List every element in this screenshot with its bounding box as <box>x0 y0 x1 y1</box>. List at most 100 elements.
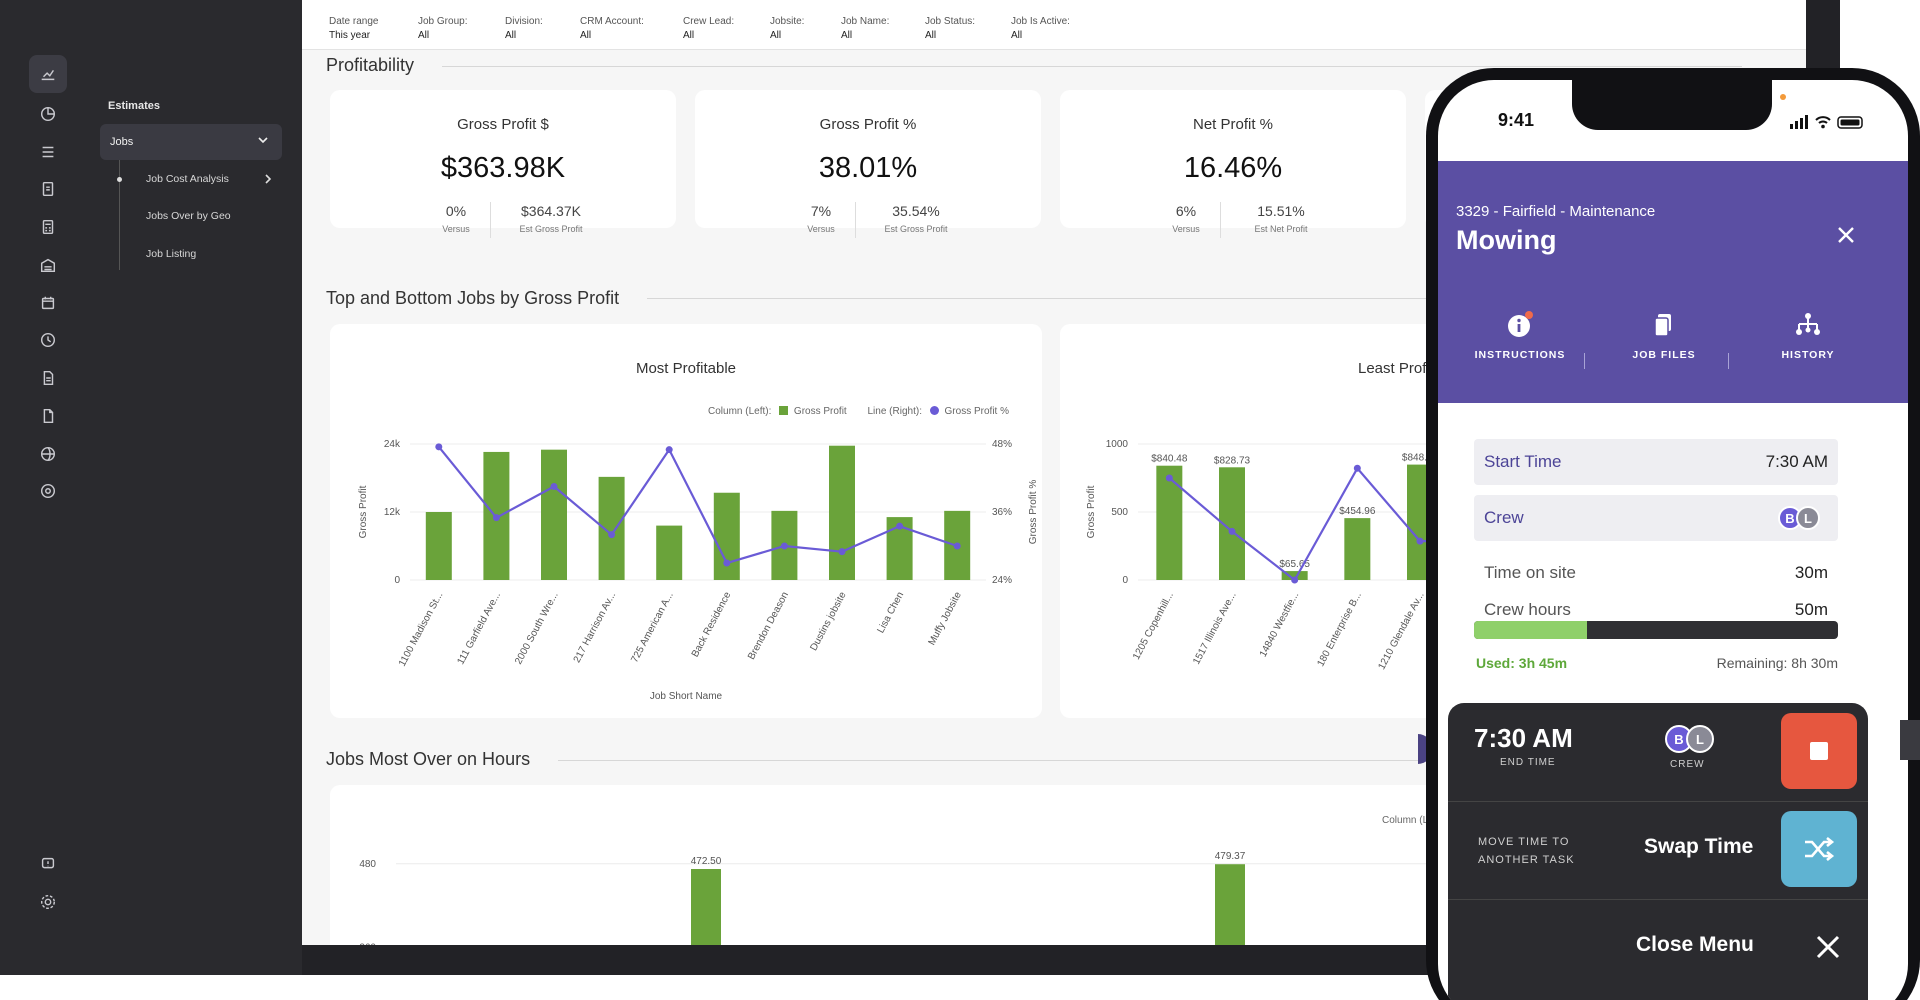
y-tick-label: 480 <box>359 859 376 870</box>
y2-tick-label: 48% <box>992 439 1012 450</box>
hours-progress-fill <box>1474 621 1587 639</box>
close-menu-icon[interactable] <box>1810 929 1846 965</box>
x-tick-label: 180 Enterprise B... <box>1315 590 1364 668</box>
stop-button[interactable] <box>1781 713 1857 789</box>
nav-sub-job-cost-analysis[interactable]: Job Cost Analysis <box>146 173 229 185</box>
kpi-label: Net Profit % <box>1192 116 1274 133</box>
y-tick-label: 500 <box>1111 507 1128 518</box>
section-title-top-bottom-jobs: Top and Bottom Jobs by Gross Profit <box>326 288 620 308</box>
bar-data-label: $840.48 <box>1151 454 1188 465</box>
nav-sub-job-listing[interactable]: Job Listing <box>146 248 197 260</box>
invoice-icon[interactable] <box>36 366 60 390</box>
menu-crew-avatar-l: L <box>1686 725 1714 753</box>
nav-sub-jobs-over-by-geo[interactable]: Jobs Over by Geo <box>146 210 231 222</box>
kpi-label: Gross Profit % <box>819 116 917 133</box>
tab-history[interactable]: HISTORY <box>1748 311 1868 361</box>
filter-label: Jobsite: <box>770 16 805 27</box>
close-icon <box>1838 227 1854 243</box>
series-line <box>437 446 958 565</box>
tab-divider <box>1584 353 1585 369</box>
kpi-divider <box>1220 202 1221 238</box>
swap-time-button[interactable] <box>1781 811 1857 887</box>
y-tick-label: 360 <box>359 942 376 945</box>
crew-avatar-l: L <box>1796 506 1820 530</box>
close-job-button[interactable] <box>1826 215 1866 255</box>
filter-division[interactable]: Division: All <box>505 16 543 41</box>
filter-job-group[interactable]: Job Group: All <box>418 16 467 41</box>
kpi-versus-label: Versus <box>1172 224 1200 234</box>
remaining-hours: Remaining: 8h 30m <box>1716 655 1838 671</box>
filter-label: CRM Account: <box>580 16 644 27</box>
pie-chart-icon[interactable] <box>36 102 60 126</box>
x-tick-label: Brendon Deason <box>746 590 791 661</box>
tab-job-files[interactable]: JOB FILES <box>1604 311 1724 361</box>
time-on-site-value: 30m <box>1794 563 1828 582</box>
filter-jobsite[interactable]: Jobsite: All <box>770 16 804 41</box>
shuffle-icon <box>1805 836 1835 862</box>
icon-rail <box>0 0 96 975</box>
feedback-icon[interactable] <box>36 852 60 876</box>
start-time-row[interactable]: Start Time 7:30 AM <box>1474 439 1838 485</box>
x-tick-label: 1517 Illinois Ave... <box>1191 590 1238 666</box>
mobile-screen: 9:41 3329 - Fairfield - Maintenance Mowi… <box>1438 80 1908 1000</box>
filter-value: This year <box>329 30 371 41</box>
line-point <box>838 548 846 556</box>
chart-card-most-profitable: Most Profitable Column (Left): Gross Pro… <box>330 324 1042 718</box>
chart-title: Least Profi <box>1358 360 1430 377</box>
y-tick-label: 12k <box>384 507 401 518</box>
filter-crew-lead[interactable]: Crew Lead: All <box>683 16 734 41</box>
close-menu-label[interactable]: Close Menu <box>1636 933 1754 956</box>
bar-data-label: $848.57 <box>1402 453 1439 464</box>
tab-label: JOB FILES <box>1632 349 1696 361</box>
chart-title: Most Profitable <box>635 360 737 377</box>
files-icon <box>1654 314 1671 337</box>
kpi-estimate-value: 15.51% <box>1257 203 1305 219</box>
swap-time-label[interactable]: Swap Time <box>1644 835 1754 858</box>
crew-row[interactable]: Crew B L <box>1474 495 1838 541</box>
phone-notch <box>1572 80 1772 130</box>
analytics-icon[interactable] <box>29 55 67 93</box>
filter-date-range[interactable]: Date range This year <box>329 16 378 41</box>
job-subtitle: 3329 - Fairfield - Maintenance <box>1456 203 1656 220</box>
kpi-label: Gross Profit $ <box>457 116 549 133</box>
filter-crm-account[interactable]: CRM Account: All <box>580 16 644 41</box>
calendar-icon[interactable] <box>36 291 60 315</box>
clock-icon[interactable] <box>36 328 60 352</box>
kpi-estimate-label: Est Gross Profit <box>884 224 948 234</box>
nav-item-jobs[interactable]: Jobs <box>100 124 282 160</box>
line-point <box>550 483 558 490</box>
tab-label: INSTRUCTIONS <box>1474 349 1566 361</box>
filter-job-status[interactable]: Job Status: All <box>925 16 975 41</box>
section-title-profitability: Profitability <box>326 55 415 75</box>
job-title: Mowing <box>1456 225 1557 255</box>
x-tick-label: 1205 Copenhill... <box>1131 590 1176 661</box>
legend-column-prefix: Column (Le <box>1382 815 1434 826</box>
document-icon[interactable] <box>36 177 60 201</box>
chevron-right-icon[interactable] <box>262 173 274 185</box>
tab-instructions[interactable]: INSTRUCTIONS <box>1460 311 1580 361</box>
kpi-divider <box>855 202 856 238</box>
target-icon[interactable] <box>36 479 60 503</box>
filter-value: All <box>770 30 782 41</box>
bar-data-label: $828.73 <box>1214 455 1251 466</box>
nav-tree-line <box>119 160 120 270</box>
line-point <box>1353 464 1361 472</box>
y-axis-label: Gross Profit <box>1086 485 1097 538</box>
settings-gear-icon[interactable] <box>36 890 60 914</box>
filter-job-name[interactable]: Job Name: All <box>841 16 889 41</box>
kpi-card-gross-profit-percent: Gross Profit % 38.01% 7% Versus 35.54% E… <box>695 90 1041 238</box>
end-time-value: 7:30 AM <box>1474 723 1573 753</box>
bar <box>713 492 740 580</box>
filter-job-is-active[interactable]: Job Is Active: All <box>1011 16 1070 41</box>
line-point <box>1416 537 1424 545</box>
line-point <box>1165 474 1173 482</box>
warehouse-icon[interactable] <box>36 253 60 277</box>
chart-most-profitable: 0 12k 24k 24% 36% 48% 1100 Madison St... 111 Ga… <box>358 439 1039 702</box>
time-on-site-label: Time on site <box>1484 563 1576 582</box>
x-tick-label: 2000 South Wre... <box>513 590 560 666</box>
calculator-icon[interactable] <box>36 215 60 239</box>
file-icon[interactable] <box>36 404 60 428</box>
globe-icon[interactable] <box>36 442 60 466</box>
list-icon[interactable] <box>36 140 60 164</box>
